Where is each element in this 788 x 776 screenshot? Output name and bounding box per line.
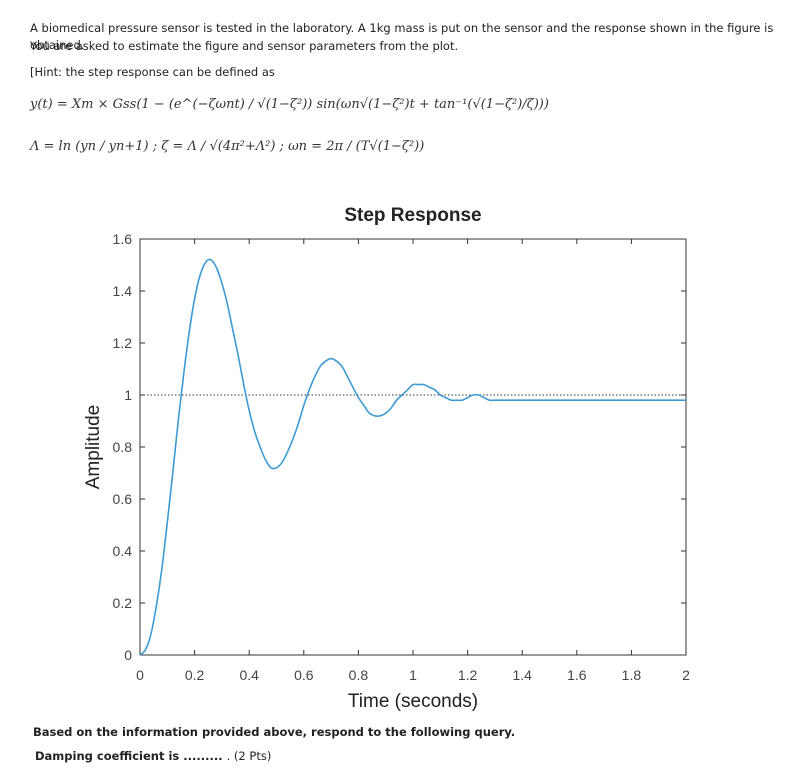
plot-frame [139, 238, 687, 656]
x-tick-label: 0.2 [185, 667, 205, 683]
footer-prompt: Based on the information provided above,… [33, 725, 516, 739]
chart-title-text: Step Response [344, 205, 482, 226]
step-response-formula: y(t) = Xm × Gss(1 − (e^(−ζωnt) / √(1−ζ²)… [30, 97, 549, 112]
y-tick-label: 1 [124, 387, 132, 403]
x-tick-label: 0 [136, 667, 144, 683]
parameter-formulas: Λ = ln (yn / yn+1) ; ζ = Λ / √(4π²+Λ²) ;… [30, 139, 425, 154]
x-tick-label: 1.4 [512, 667, 532, 683]
y-tick-label: 0 [124, 647, 132, 663]
y-tick-label: 0.6 [113, 491, 133, 507]
series-line [139, 258, 686, 656]
y-tick-label: 0.4 [113, 543, 133, 559]
x-axis-label: Time (seconds) [348, 691, 478, 712]
y-axis-label: Amplitude [83, 405, 104, 490]
question-line-2: You are asked to estimate the figure and… [30, 39, 459, 53]
x-tick-label: 0.4 [239, 667, 259, 683]
y-tick-label: 1.6 [113, 231, 133, 247]
hint-text: [Hint: the step response can be defined … [30, 65, 275, 79]
x-tick-label: 1 [409, 667, 417, 683]
x-tick-label: 0.8 [349, 667, 369, 683]
x-tick-label: 1.8 [622, 667, 642, 683]
footer-query: Damping coefficient is ......... . (2 Pt… [35, 749, 271, 763]
x-tick-label: 1.2 [458, 667, 478, 683]
y-tick-label: 0.8 [113, 439, 133, 455]
x-tick-label: 2 [682, 667, 690, 683]
chart-title: Step Response [0, 205, 788, 227]
x-tick-label: 1.6 [567, 667, 587, 683]
chart-ticks: 0 0.2 0.4 0.6 0.8 1 1.2 1.4 1.6 1.8 2 0 0.2 0.4 0.6 0.8… [113, 231, 691, 683]
y-tick-label: 1.2 [113, 335, 133, 351]
y-tick-label: 1.4 [113, 283, 133, 299]
question-line-1: A biomedical pressure sensor is tested i… [30, 21, 774, 52]
y-tick-label: 0.2 [113, 595, 133, 611]
points-text: . (2 Pts) [226, 749, 272, 763]
x-tick-label: 0.6 [294, 667, 314, 683]
query-text: Damping coefficient is ......... [35, 749, 223, 763]
